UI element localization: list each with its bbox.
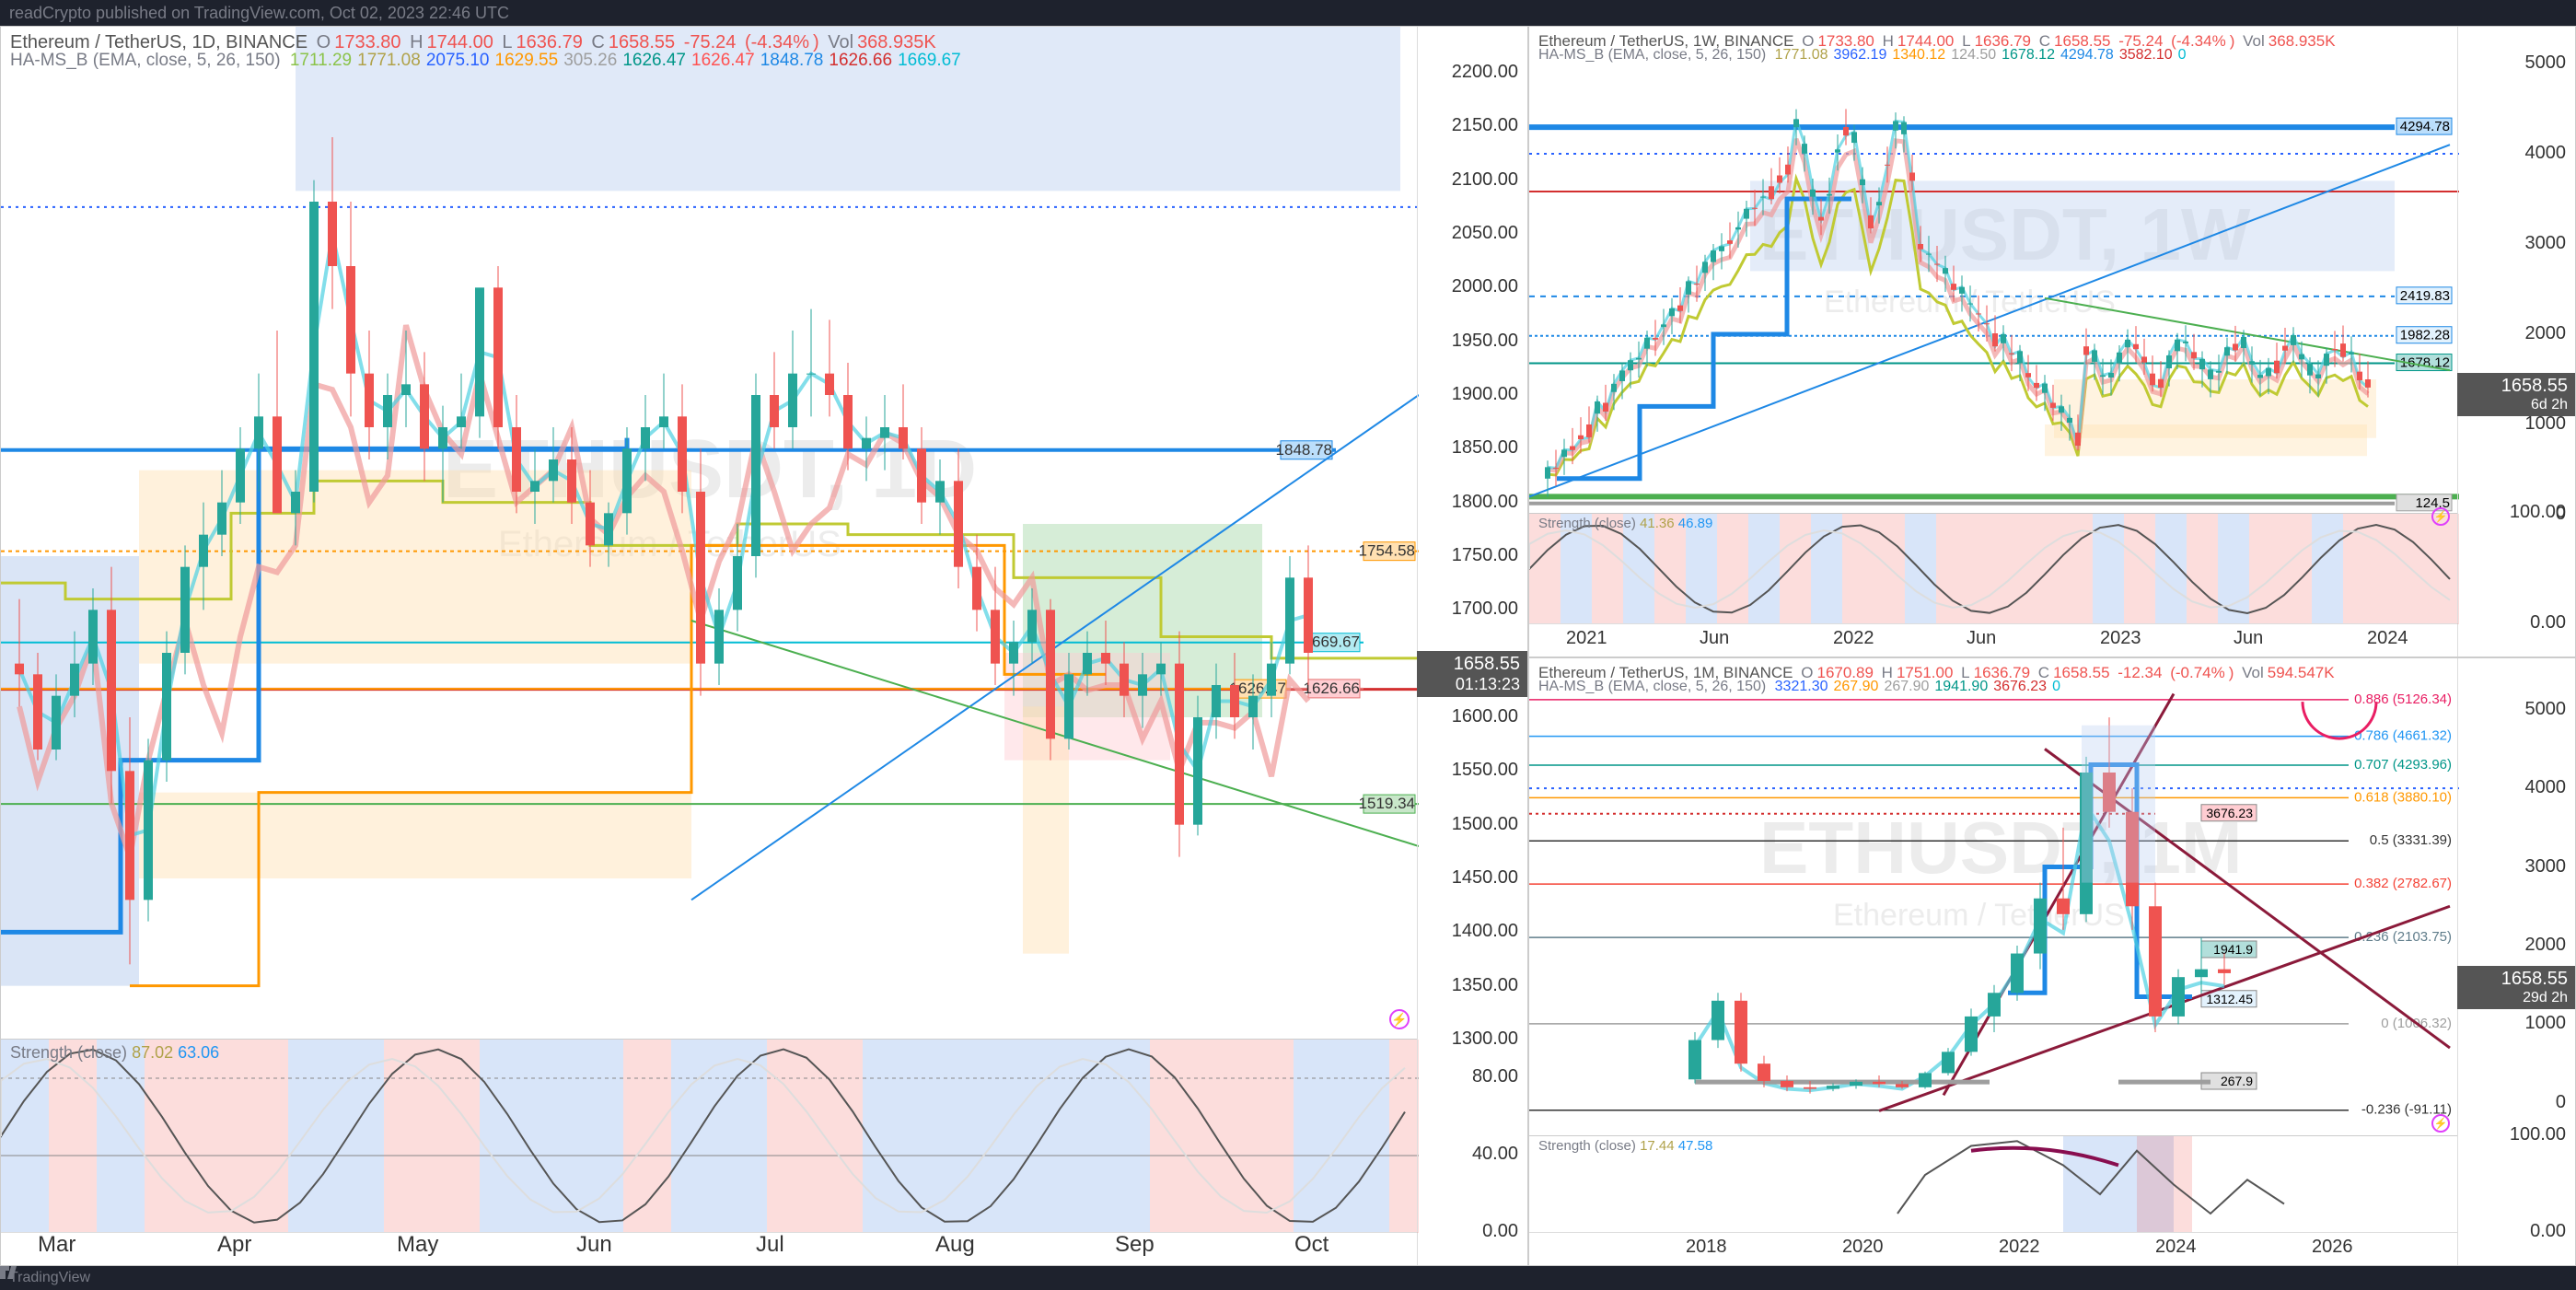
daily-indicator-line: HA-MS_B (EMA, close, 5, 26, 150) 1711.29… (10, 51, 971, 71)
weekly-chart-panel[interactable]: Ethereum / TetherUS, 1W, BINANCE O1733.8… (1528, 26, 2576, 657)
svg-text:4294.78: 4294.78 (2400, 119, 2450, 134)
daily-osc-scale: 0.0040.0080.00 (1417, 1039, 1527, 1232)
header-text: readCrypto published on TradingView.com,… (9, 4, 509, 22)
lightning-icon: ⚡ (1389, 1009, 1410, 1029)
svg-text:0.707 (4293.96): 0.707 (4293.96) (2354, 757, 2452, 773)
svg-text:1626.66: 1626.66 (1304, 680, 1360, 697)
monthly-chart-svg[interactable]: 0.886 (5126.34) 0.786 (4661.32) 0.707 (429… (1529, 658, 2459, 1128)
svg-text:1754.58: 1754.58 (1359, 542, 1415, 560)
lightning-icon: ⚡ (2431, 507, 2450, 526)
monthly-strength-label: Strength (close) 17.44 47.58 (1538, 1138, 1712, 1154)
weekly-oscillator[interactable]: Strength (close) 41.36 46.89 (1529, 513, 2457, 623)
svg-text:267.9: 267.9 (2221, 1074, 2253, 1088)
monthly-chart-panel[interactable]: Ethereum / TetherUS, 1M, BINANCE O1670.8… (1528, 657, 2576, 1266)
page-footer: TradingView (0, 1266, 2576, 1290)
svg-text:1848.78: 1848.78 (1276, 441, 1332, 459)
svg-text:1941.9: 1941.9 (2213, 942, 2253, 957)
page-header: readCrypto published on TradingView.com,… (0, 0, 2576, 26)
weekly-indicator-line: HA-MS_B (EMA, close, 5, 26, 150) 1771.08… (1538, 47, 2197, 64)
monthly-xaxis: 20182020202220242026 (1529, 1232, 2457, 1265)
weekly-osc-scale: 0.00100.00 (2457, 513, 2575, 623)
footer-text: TradingView (9, 1270, 90, 1285)
monthly-indicator-line: HA-MS_B (EMA, close, 5, 26, 150) 3321.30… (1538, 679, 2071, 695)
daily-chart-panel[interactable]: Ethereum / TetherUS, 1D, BINANCE O1733.8… (0, 26, 1528, 1266)
monthly-osc-scale: 0.00100.00 (2457, 1135, 2575, 1232)
svg-text:1519.34: 1519.34 (1359, 795, 1415, 812)
svg-text:0.5 (3331.39): 0.5 (3331.39) (2370, 832, 2452, 848)
monthly-oscillator[interactable]: Strength (close) 17.44 47.58 (1529, 1135, 2457, 1232)
weekly-price-now: 1658.55 6d 2h (2457, 373, 2575, 416)
tradingview-logo-icon (0, 1266, 17, 1279)
weekly-xaxis: 2021Jun2022Jun2023Jun2024 (1529, 623, 2457, 657)
daily-strength-label: Strength (close) 87.02 63.06 (10, 1043, 219, 1063)
weekly-chart-svg[interactable]: 4294.782419.831982.281678.12124.5 (1529, 27, 2459, 542)
svg-text:2419.83: 2419.83 (2400, 288, 2450, 304)
svg-text:1312.45: 1312.45 (2206, 992, 2253, 1006)
svg-text:1982.28: 1982.28 (2400, 328, 2450, 343)
monthly-price-now: 1658.55 29d 2h (2457, 966, 2575, 1009)
svg-text:0.786 (4661.32): 0.786 (4661.32) (2354, 728, 2452, 744)
daily-oscillator[interactable]: Strength (close) 87.02 63.06 (1, 1039, 1417, 1232)
svg-text:0.236 (2103.75): 0.236 (2103.75) (2354, 929, 2452, 945)
daily-price-now: 1658.55 01:13:23 (1417, 651, 1527, 697)
daily-xaxis: MarAprMayJunJulAugSepOct (1, 1232, 1417, 1265)
daily-chart-svg[interactable]: 1848.781754.581669.671626.661626.471519.… (1, 27, 1419, 1040)
svg-text:0.886 (5126.34): 0.886 (5126.34) (2354, 691, 2452, 707)
lightning-icon: ⚡ (2431, 1114, 2450, 1133)
svg-text:0.618 (3880.10): 0.618 (3880.10) (2354, 789, 2452, 805)
svg-text:3676.23: 3676.23 (2206, 806, 2253, 820)
weekly-strength-label: Strength (close) 41.36 46.89 (1538, 516, 1712, 531)
svg-text:0.382 (2782.67): 0.382 (2782.67) (2354, 876, 2452, 891)
